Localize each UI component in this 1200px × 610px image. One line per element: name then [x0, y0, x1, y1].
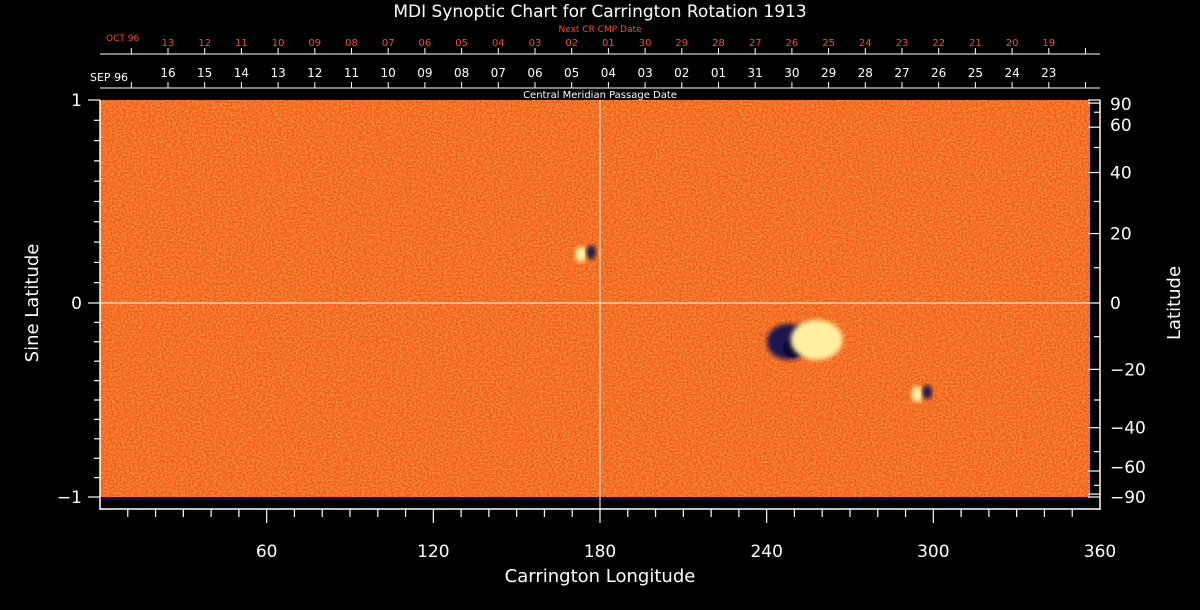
- x-tick-label: 180: [584, 542, 616, 562]
- date-label: 10: [272, 38, 285, 49]
- date-label: 05: [455, 38, 468, 49]
- date-label: 07: [491, 66, 506, 80]
- x-tick-label: 300: [917, 542, 949, 562]
- magnetogram-field: [100, 100, 1090, 500]
- date-label: 24: [859, 38, 872, 49]
- date-label: 09: [417, 66, 432, 80]
- date-label: 29: [675, 38, 688, 49]
- date-label: 23: [1041, 66, 1056, 80]
- date-label: 19: [1042, 38, 1055, 49]
- date-label: 15: [197, 66, 212, 80]
- date-label: 02: [565, 38, 578, 49]
- date-label: 13: [162, 38, 175, 49]
- x-axis: 60 120 180 240 300 360: [127, 509, 1116, 562]
- cmp-axis-label: Central Meridian Passage Date: [523, 90, 677, 101]
- y-axis-right-title: Latitude: [1164, 266, 1185, 340]
- date-label: 26: [786, 38, 799, 49]
- date-label: 04: [601, 66, 616, 80]
- region-bipole-positive: [575, 246, 588, 263]
- date-label: 31: [748, 66, 763, 80]
- date-label: 05: [564, 66, 579, 80]
- date-label: 03: [637, 66, 652, 80]
- y-right-tick-label: 0: [1110, 294, 1121, 314]
- date-label: 20: [1006, 38, 1019, 49]
- cmp-axis: 16 15 14 13 12 11 10 09 08 07 06 05 04 03 02 01 31 30 29 28…: [100, 66, 1100, 89]
- date-label: 25: [968, 66, 983, 80]
- date-label: 10: [381, 66, 396, 80]
- date-label: 29: [821, 66, 836, 80]
- x-tick-label: 120: [417, 542, 449, 562]
- y-left-tick-label: 0: [71, 294, 82, 314]
- date-label: 08: [454, 66, 469, 80]
- date-label: 28: [858, 66, 873, 80]
- date-label: 11: [235, 38, 248, 49]
- region-bipole-negative: [586, 245, 597, 260]
- date-label: 01: [711, 66, 726, 80]
- x-tick-label: 60: [256, 542, 278, 562]
- date-label: 03: [529, 38, 542, 49]
- date-label: 12: [198, 38, 211, 49]
- date-label: 08: [345, 38, 358, 49]
- date-label: 06: [419, 38, 432, 49]
- date-label: 11: [344, 66, 359, 80]
- x-tick-label: 360: [1084, 542, 1116, 562]
- date-label: 13: [270, 66, 285, 80]
- y-left-tick-label: −1: [57, 488, 82, 508]
- date-label: 23: [896, 38, 909, 49]
- date-label: 06: [527, 66, 542, 80]
- cmp-month-label: SEP 96: [90, 71, 128, 84]
- date-label: 27: [749, 38, 762, 49]
- date-label: 16: [160, 66, 175, 80]
- date-label: 14: [234, 66, 249, 80]
- date-label: 01: [602, 38, 615, 49]
- region-positive: [790, 319, 843, 360]
- y-axis-left-title: Sine Latitude: [22, 244, 43, 363]
- next-cr-axis-label: Next CR CMP Date: [558, 25, 642, 35]
- next-cr-month-label: OCT 96: [106, 34, 139, 44]
- date-label: 27: [894, 66, 909, 80]
- x-tick-label: 240: [750, 542, 782, 562]
- date-label: 02: [674, 66, 689, 80]
- date-label: 07: [382, 38, 395, 49]
- y-right-tick-label: −40: [1110, 419, 1146, 439]
- y-right-tick-label: 60: [1110, 116, 1132, 136]
- y-right-tick-label: 90: [1110, 95, 1132, 115]
- date-label: 09: [308, 38, 321, 49]
- date-label: 21: [969, 38, 982, 49]
- next-cr-axis: 13 12 11 10 09 08 07 06 05 04 03 02 01 30 29 28 27 26 25 24…: [100, 38, 1100, 55]
- date-label: 24: [1004, 66, 1019, 80]
- y-right-tick-label: −60: [1110, 458, 1146, 478]
- region-bipole-positive: [911, 386, 924, 403]
- y-axis-left: 1 0 −1: [57, 91, 100, 508]
- y-right-tick-label: 20: [1110, 225, 1132, 245]
- date-label: 22: [932, 38, 945, 49]
- date-label: 04: [492, 38, 505, 49]
- date-label: 25: [822, 38, 835, 49]
- y-right-tick-label: −90: [1110, 488, 1146, 508]
- date-label: 28: [712, 38, 725, 49]
- date-label: 30: [639, 38, 652, 49]
- date-label: 12: [307, 66, 322, 80]
- y-left-tick-label: 1: [71, 91, 82, 111]
- active-regions: [575, 245, 933, 403]
- x-axis-title: Carrington Longitude: [505, 566, 696, 587]
- date-label: 26: [931, 66, 946, 80]
- y-right-tick-label: −20: [1110, 360, 1146, 380]
- y-right-tick-label: 40: [1110, 164, 1132, 184]
- chart-title: MDI Synoptic Chart for Carrington Rotati…: [393, 2, 806, 22]
- region-bipole-negative: [922, 385, 933, 400]
- date-label: 30: [784, 66, 799, 80]
